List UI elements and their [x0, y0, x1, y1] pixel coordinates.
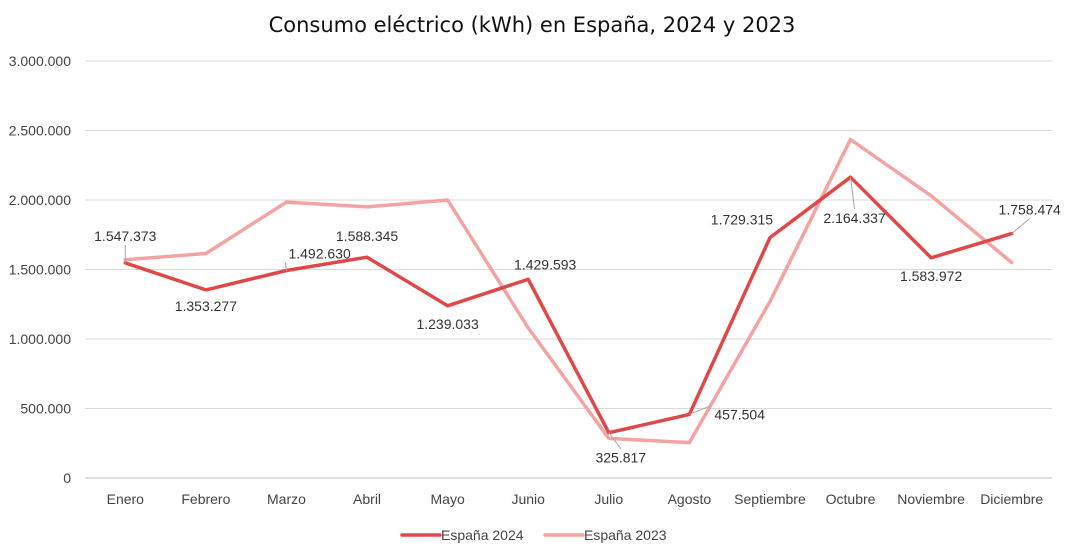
x-tick-label: Agosto [668, 491, 712, 507]
data-labels: 1.547.373 1.353.277 1.492.630 1.588.345 1.23… [94, 177, 1061, 466]
x-tick-label: Septiembre [734, 491, 806, 507]
x-tick-label: Noviembre [897, 491, 965, 507]
series-line-espana-2024 [123, 175, 1014, 435]
legend-label: España 2023 [584, 527, 667, 543]
data-label: 1.239.033 [416, 316, 478, 332]
data-label-leader [689, 404, 712, 415]
data-label: 1.492.630 [288, 246, 350, 262]
data-label-leader [1011, 218, 1031, 234]
legend: España 2024 España 2023 [400, 527, 667, 543]
y-tick-label: 1.000.000 [9, 331, 71, 347]
data-label: 325.817 [595, 450, 646, 466]
data-label-leader [850, 177, 856, 210]
gridlines [85, 60, 1052, 409]
x-tick-label: Mayo [431, 491, 465, 507]
data-label: 1.729.315 [711, 212, 773, 228]
series-line-espana-2023 [123, 137, 1014, 445]
x-tick-label: Enero [107, 491, 145, 507]
x-tick-label: Febrero [181, 491, 230, 507]
y-tick-label: 2.500.000 [9, 123, 71, 139]
data-label-leader [284, 262, 287, 271]
y-tick-label: 3.000.000 [9, 53, 71, 69]
x-tick-label: Diciembre [980, 491, 1043, 507]
data-label: 457.504 [714, 406, 765, 422]
x-tick-label: Octubre [826, 491, 876, 507]
x-tick-label: Julio [594, 491, 623, 507]
data-label: 1.353.277 [175, 298, 237, 314]
x-tick-label: Marzo [267, 491, 306, 507]
data-label-leader [608, 432, 622, 450]
data-label: 1.588.345 [336, 228, 398, 244]
chart-title: Consumo eléctrico (kWh) en España, 2024 … [269, 13, 796, 37]
y-axis: 0 500.000 1.000.000 1.500.000 2.000.000 2.500… [9, 53, 72, 486]
data-label: 1.758.474 [999, 202, 1061, 218]
y-tick-label: 500.000 [20, 401, 71, 417]
data-label: 1.429.593 [514, 256, 576, 272]
x-axis: Enero Febrero Marzo Abril Mayo Junio Julio Agos… [107, 491, 1044, 507]
data-label: 1.547.373 [94, 228, 156, 244]
legend-label: España 2024 [441, 527, 524, 543]
y-tick-label: 2.000.000 [9, 192, 71, 208]
data-label: 2.164.337 [823, 210, 885, 226]
y-tick-label: 0 [63, 470, 71, 486]
y-tick-label: 1.500.000 [9, 262, 71, 278]
x-tick-label: Abril [353, 491, 381, 507]
x-tick-label: Junio [511, 491, 545, 507]
data-label: 1.583.972 [900, 268, 962, 284]
